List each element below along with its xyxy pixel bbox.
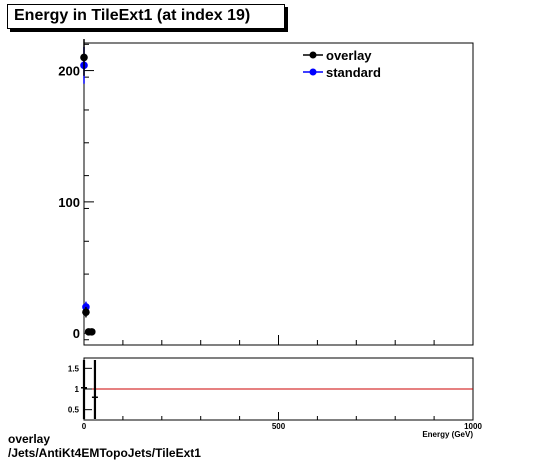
main-plot-panel: 0 100 200 overlay standard: [58, 39, 474, 346]
x-tick-label: 500: [272, 422, 286, 431]
x-tick-label: 1000: [464, 422, 482, 431]
x-tick-label: 0: [82, 422, 87, 431]
legend-label-standard: standard: [326, 65, 381, 80]
overlay-point: [80, 53, 88, 62]
footer-line-1: overlay: [8, 432, 51, 446]
ratio-y-tick-label: 0.5: [68, 406, 80, 415]
legend-marker-overlay: [309, 51, 317, 59]
overlay-point: [87, 328, 96, 336]
ratio-y-tick-label: 1: [75, 385, 80, 394]
chart-title: Energy in TileExt1 (at index 19): [14, 7, 251, 24]
legend-marker-standard: [309, 68, 317, 76]
title-box: Energy in TileExt1 (at index 19): [7, 4, 285, 29]
overlay-point: [82, 308, 90, 316]
y-tick-label: 200: [58, 64, 80, 79]
ratio-y-tick-label: 1.5: [68, 364, 80, 373]
footer-line-2: /Jets/AntiKt4EMTopoJets/TileExt1: [8, 446, 201, 460]
y-tick-label: 100: [58, 195, 80, 210]
y-tick-label: 0: [73, 326, 80, 341]
legend-label-overlay: overlay: [326, 48, 372, 63]
x-axis-title: Energy (GeV): [422, 430, 473, 439]
main-plot-frame: [83, 42, 474, 346]
